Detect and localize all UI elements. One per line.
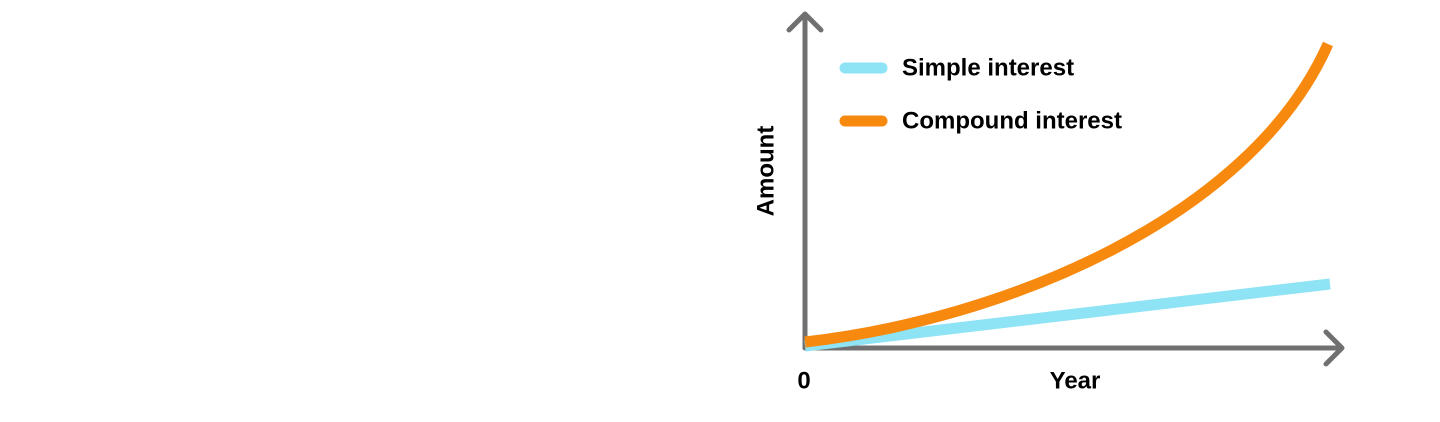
- y-axis-label: Amount: [752, 126, 779, 217]
- y-axis: [786, 11, 824, 351]
- legend-label: Compound interest: [902, 107, 1122, 134]
- x-axis-label: Year: [1050, 367, 1101, 394]
- origin-label: 0: [797, 367, 810, 394]
- legend-label: Simple interest: [902, 54, 1074, 81]
- x-axis: [802, 329, 1345, 367]
- compound-interest-curve: [804, 41, 1334, 348]
- simple-interest-line: [804, 278, 1331, 352]
